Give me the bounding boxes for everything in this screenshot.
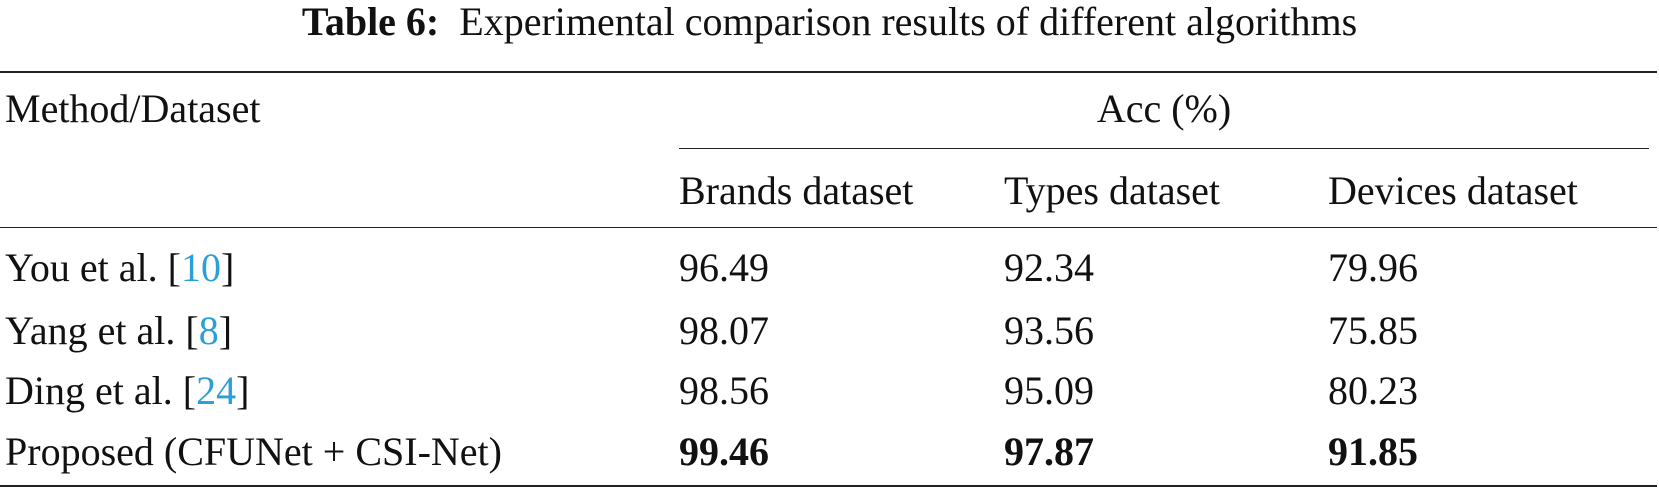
citation: 10 <box>180 245 221 290</box>
column-header: Devices dataset <box>1328 168 1578 213</box>
top-rule <box>0 71 1657 73</box>
method-name: Yang et al. [ <box>5 308 199 353</box>
header-method: Method/Dataset <box>5 86 261 131</box>
row-method: Proposed (CFUNet + CSI-Net) <box>5 432 502 472</box>
method-name: Proposed (CFUNet + CSI-Net) <box>5 429 502 474</box>
cell-value: 79.96 <box>1328 245 1418 290</box>
cell-value: 92.34 <box>1004 245 1094 290</box>
cell-value: 99.46 <box>679 429 769 474</box>
caption-label: Table 6: <box>301 0 440 44</box>
column-header: Types dataset <box>1004 168 1221 213</box>
caption: Table 6: Experimental comparison results… <box>0 2 1659 42</box>
citation-end: ] <box>218 308 233 353</box>
bottom-rule <box>0 485 1657 487</box>
method-name: You et al. [ <box>5 245 181 290</box>
cell-value: 93.56 <box>1004 308 1094 353</box>
group-rule <box>679 148 1649 149</box>
method-name: Ding et al. [ <box>5 368 197 413</box>
cell-value: 96.49 <box>679 245 769 290</box>
row-method: Yang et al. [8] <box>5 311 232 351</box>
row-method: You et al. [10] <box>5 248 234 288</box>
cell-value: 98.56 <box>679 368 769 413</box>
citation-end: ] <box>220 245 235 290</box>
caption-text: Experimental comparison results of diffe… <box>459 0 1358 44</box>
cell-value: 95.09 <box>1004 368 1094 413</box>
cell-value: 80.23 <box>1328 368 1418 413</box>
header-group: Acc (%) <box>1096 86 1232 131</box>
cell-value: 97.87 <box>1004 429 1094 474</box>
citation-end: ] <box>236 368 250 413</box>
citation: 24 <box>196 368 237 413</box>
cell-value: 98.07 <box>679 308 769 353</box>
citation: 8 <box>198 308 219 353</box>
column-header: Brands dataset <box>679 168 914 213</box>
cell-value: 75.85 <box>1328 308 1418 353</box>
cell-value: 91.85 <box>1328 429 1418 474</box>
header-rule <box>0 227 1657 228</box>
row-method: Ding et al. [24] <box>5 371 249 411</box>
